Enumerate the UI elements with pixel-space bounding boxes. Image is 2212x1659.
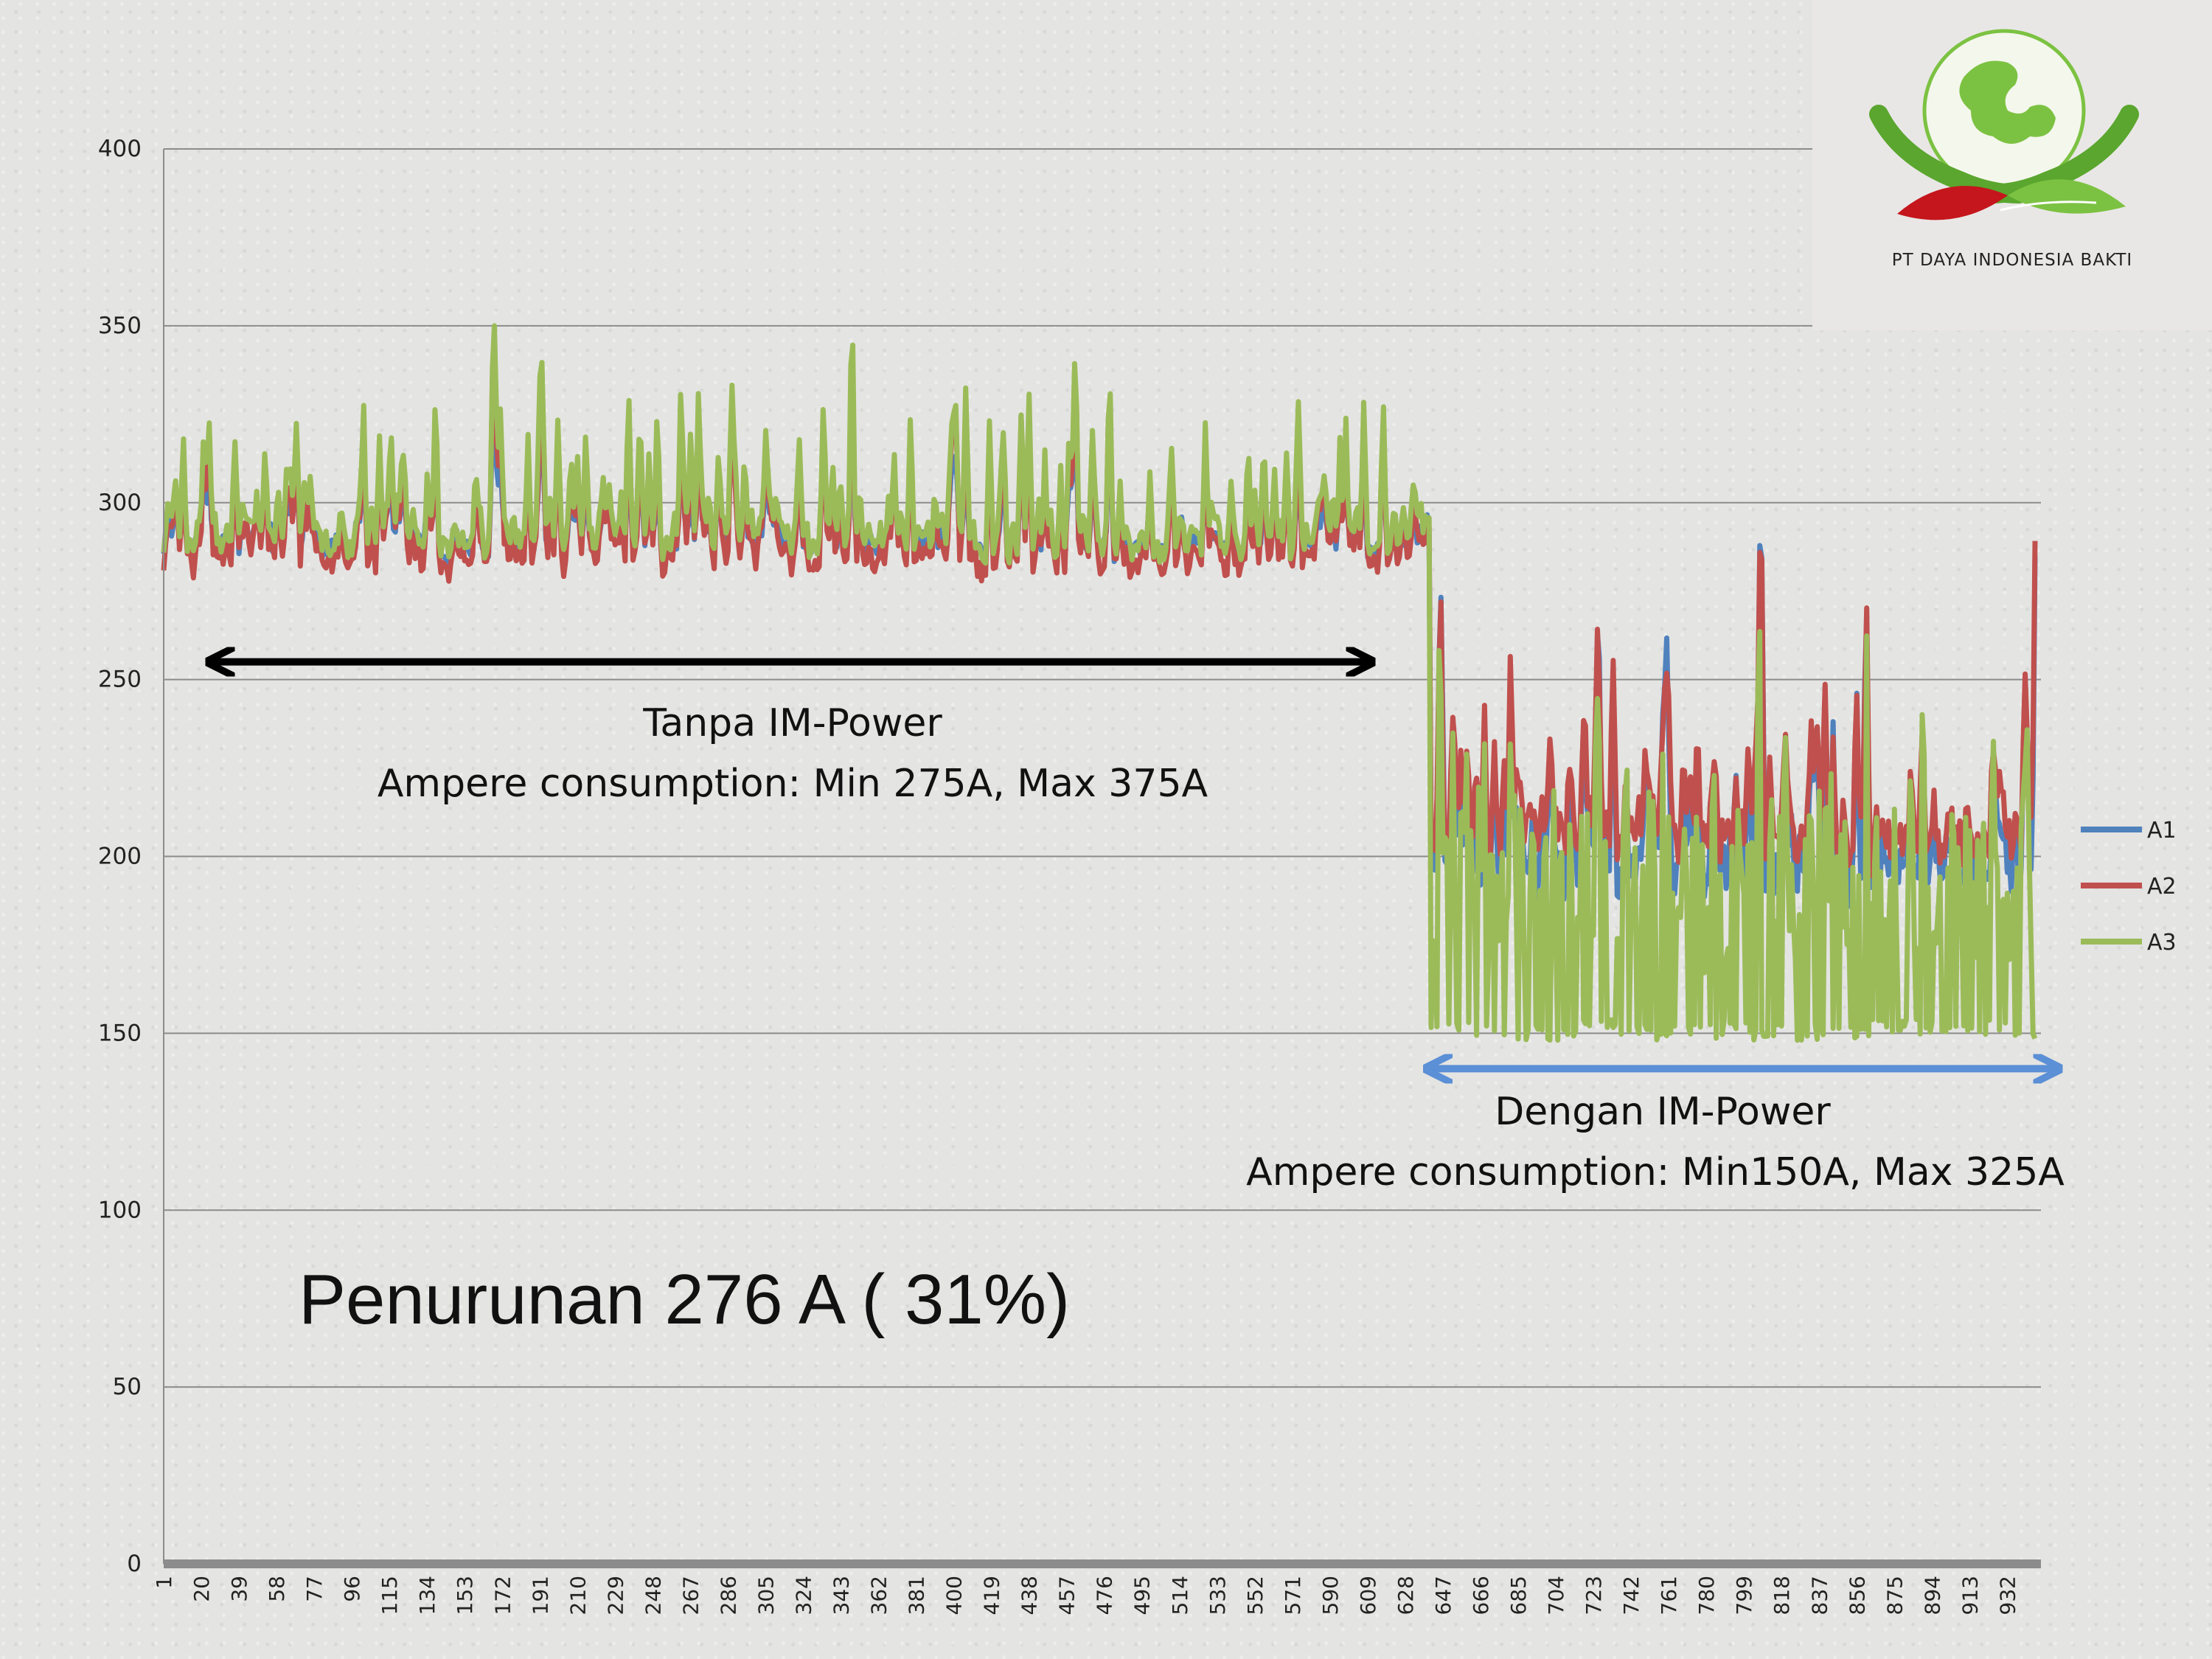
x-tick-label: 172 [490,1576,515,1615]
x-tick-label: 400 [942,1576,967,1615]
x-tick-label: 39 [227,1576,251,1602]
legend-label-A2: A2 [2147,874,2177,900]
y-tick-label: 350 [98,313,142,339]
x-tick-label: 704 [1544,1576,1568,1615]
x-tick-label: 362 [867,1576,891,1615]
x-tick-label: 875 [1882,1576,1907,1615]
before-title: Tanpa IM-Power [642,701,942,745]
series-line-A1 [161,406,2038,909]
x-tick-label: 571 [1281,1576,1305,1615]
x-tick-label: 210 [566,1576,590,1615]
x-tick-label: 837 [1807,1576,1832,1615]
x-tick-label: 476 [1093,1576,1117,1615]
x-tick-label: 191 [528,1576,552,1615]
x-tick-label: 438 [1018,1576,1042,1615]
x-tick-label: 723 [1582,1576,1606,1615]
x-tick-label: 286 [716,1576,740,1615]
x-tick-label: 818 [1770,1576,1794,1615]
logo-text: PT DAYA INDONESIA BAKTI [1891,251,2133,270]
x-tick-label: 647 [1431,1576,1455,1615]
y-tick-label: 250 [98,667,142,693]
x-tick-label: 115 [378,1576,402,1615]
reduction-note: Penurunan 276 A ( 31%) [299,1260,1070,1339]
x-tick-label: 381 [905,1576,929,1615]
x-tick-label: 457 [1055,1576,1079,1615]
x-tick-label: 590 [1318,1576,1343,1615]
x-tick-label: 20 [189,1576,214,1602]
x-tick-label: 267 [678,1576,703,1615]
x-tick-label: 552 [1243,1576,1267,1615]
x-tick-label: 894 [1920,1576,1944,1615]
after-title: Dengan IM-Power [1495,1090,1831,1134]
x-tick-label: 134 [415,1576,439,1615]
x-tick-label: 419 [980,1576,1004,1615]
legend-label-A1: A1 [2147,818,2177,844]
x-tick-label: 229 [603,1576,627,1615]
y-tick-label: 100 [98,1197,142,1223]
x-tick-label: 932 [1995,1576,2020,1615]
x-tick-label: 666 [1469,1576,1493,1615]
x-tick-label: 324 [791,1576,815,1615]
x-tick-label: 96 [340,1576,364,1602]
company-logo: PT DAYA INDONESIA BAKTI [1812,0,2212,330]
x-tick-label: 533 [1206,1576,1230,1615]
y-tick-label: 50 [113,1374,142,1400]
y-tick-label: 400 [98,136,142,162]
x-tick-label: 305 [754,1576,778,1615]
after-detail: Ampere consumption: Min150A, Max 325A [1246,1150,2065,1194]
x-tick-label: 248 [641,1576,665,1615]
x-tick-label: 742 [1619,1576,1644,1615]
x-tick-label: 799 [1732,1576,1756,1615]
y-tick-label: 200 [98,844,142,870]
series-line-A3 [161,323,2038,1043]
x-tick-label: 609 [1356,1576,1380,1615]
legend: A1 A2 A3 [2081,818,2177,956]
x-tick-label: 343 [830,1576,854,1615]
x-tick-label: 153 [453,1576,477,1615]
y-tick-label: 300 [98,490,142,516]
x-tick-label: 913 [1958,1576,1982,1615]
x-tick-label: 628 [1394,1576,1418,1615]
before-detail: Ampere consumption: Min 275A, Max 375A [378,762,1208,806]
y-tick-label: 150 [98,1020,142,1046]
globe-hands-leaves-icon [1869,29,2139,220]
series-lines [161,323,2038,1043]
axes: 0 50 100 150 200 250 300 350 400 1 20 39 58 77 96 115 13… [98,136,2041,1615]
x-tick-label: 1 [152,1576,176,1589]
annotations: Tanpa IM-Power Ampere consumption: Min 2… [211,662,2065,1339]
legend-label-A3: A3 [2147,930,2177,956]
x-tick-label: 761 [1657,1576,1681,1615]
x-tick-label: 856 [1845,1576,1869,1615]
x-tick-label: 685 [1506,1576,1531,1615]
x-tick-label: 77 [302,1576,327,1602]
x-tick-label: 514 [1168,1576,1192,1615]
y-tick-label: 0 [127,1551,142,1577]
x-tick-label: 58 [265,1576,289,1602]
x-tick-label: 780 [1694,1576,1719,1615]
x-tick-label: 495 [1130,1576,1155,1615]
